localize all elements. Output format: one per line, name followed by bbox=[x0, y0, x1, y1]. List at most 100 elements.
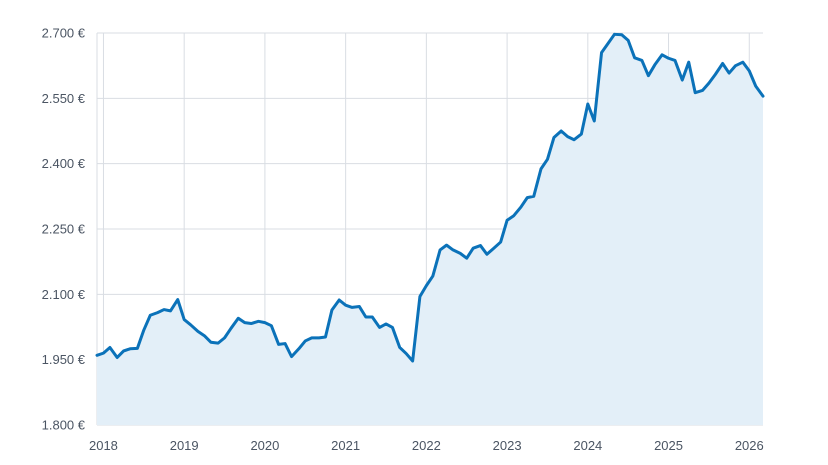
x-tick-label: 2024 bbox=[573, 438, 602, 453]
data-point bbox=[216, 341, 220, 345]
data-point bbox=[243, 321, 247, 325]
data-point bbox=[727, 71, 731, 75]
data-point bbox=[532, 194, 536, 198]
data-point bbox=[512, 214, 516, 218]
data-point bbox=[499, 240, 503, 244]
axes: 1.800 € 1.950 € 2.100 € 2.250 € 2.400 € 2.550… bbox=[42, 26, 764, 454]
data-point bbox=[505, 218, 509, 222]
data-point bbox=[176, 298, 180, 302]
data-point bbox=[269, 324, 273, 328]
data-point bbox=[424, 284, 428, 288]
data-point bbox=[398, 345, 402, 349]
data-point bbox=[135, 346, 139, 350]
data-point bbox=[572, 138, 576, 142]
data-point bbox=[223, 336, 227, 340]
data-point bbox=[370, 315, 374, 319]
data-point bbox=[277, 342, 281, 346]
data-point bbox=[445, 243, 449, 247]
series-line bbox=[95, 32, 765, 363]
data-point bbox=[182, 318, 186, 322]
series-area bbox=[97, 34, 763, 426]
data-point bbox=[142, 328, 146, 332]
x-tick-label: 2019 bbox=[170, 438, 199, 453]
data-point bbox=[317, 336, 321, 340]
data-point bbox=[303, 339, 307, 343]
data-point bbox=[747, 69, 751, 73]
data-point bbox=[451, 248, 455, 252]
data-point bbox=[95, 353, 99, 357]
data-point bbox=[734, 64, 738, 68]
data-point bbox=[640, 58, 644, 62]
data-point bbox=[411, 359, 415, 363]
data-point bbox=[741, 60, 745, 64]
data-point bbox=[707, 81, 711, 85]
data-point bbox=[256, 319, 260, 323]
data-point bbox=[249, 322, 253, 326]
data-point bbox=[458, 251, 462, 255]
data-point bbox=[122, 349, 126, 353]
data-point bbox=[586, 102, 590, 106]
x-tick-label: 2022 bbox=[412, 438, 441, 453]
data-point bbox=[525, 196, 529, 200]
data-point bbox=[156, 311, 160, 315]
data-point bbox=[290, 355, 294, 359]
data-point bbox=[404, 352, 408, 356]
data-point bbox=[713, 72, 717, 76]
data-point bbox=[344, 303, 348, 307]
data-point bbox=[431, 274, 435, 278]
data-point bbox=[101, 351, 105, 355]
data-point bbox=[680, 78, 684, 82]
data-point bbox=[162, 308, 166, 312]
data-point bbox=[148, 313, 152, 317]
data-point bbox=[626, 38, 630, 42]
line-layer bbox=[95, 32, 765, 363]
data-point bbox=[378, 325, 382, 329]
data-point bbox=[579, 132, 583, 136]
data-point bbox=[236, 316, 240, 320]
data-point bbox=[108, 345, 112, 349]
data-point bbox=[390, 325, 394, 329]
data-point bbox=[485, 252, 489, 256]
y-tick-label: 2.700 € bbox=[42, 26, 86, 41]
data-point bbox=[667, 56, 671, 60]
data-point bbox=[350, 305, 354, 309]
data-point bbox=[283, 342, 287, 346]
data-point bbox=[646, 74, 650, 78]
area-layer bbox=[97, 34, 763, 426]
data-point bbox=[297, 347, 301, 351]
data-point bbox=[566, 135, 570, 139]
x-tick-label: 2023 bbox=[493, 438, 522, 453]
data-point bbox=[606, 41, 610, 45]
y-tick-label: 2.100 € bbox=[42, 287, 86, 302]
data-point bbox=[761, 94, 765, 98]
data-point bbox=[721, 61, 725, 65]
data-point bbox=[620, 33, 624, 37]
data-point bbox=[310, 336, 314, 340]
data-point bbox=[384, 322, 388, 326]
y-tick-label: 2.250 € bbox=[42, 222, 86, 237]
x-tick-label: 2021 bbox=[331, 438, 360, 453]
data-point bbox=[478, 244, 482, 248]
data-point bbox=[754, 84, 758, 88]
data-point bbox=[364, 315, 368, 319]
data-point bbox=[189, 323, 193, 327]
x-tick-label: 2018 bbox=[89, 438, 118, 453]
data-point bbox=[471, 246, 475, 250]
x-tick-label: 2025 bbox=[654, 438, 683, 453]
y-tick-label: 2.550 € bbox=[42, 91, 86, 106]
y-tick-label: 2.400 € bbox=[42, 156, 86, 171]
x-tick-label: 2026 bbox=[735, 438, 764, 453]
data-point bbox=[229, 326, 233, 330]
y-tick-label: 1.950 € bbox=[42, 352, 86, 367]
data-point bbox=[330, 308, 334, 312]
data-point bbox=[337, 298, 341, 302]
data-point bbox=[592, 119, 596, 123]
data-point bbox=[700, 88, 704, 92]
data-point bbox=[128, 347, 132, 351]
y-tick-label: 1.800 € bbox=[42, 418, 86, 433]
data-point bbox=[519, 205, 523, 209]
data-point bbox=[660, 53, 664, 57]
data-point bbox=[693, 91, 697, 95]
